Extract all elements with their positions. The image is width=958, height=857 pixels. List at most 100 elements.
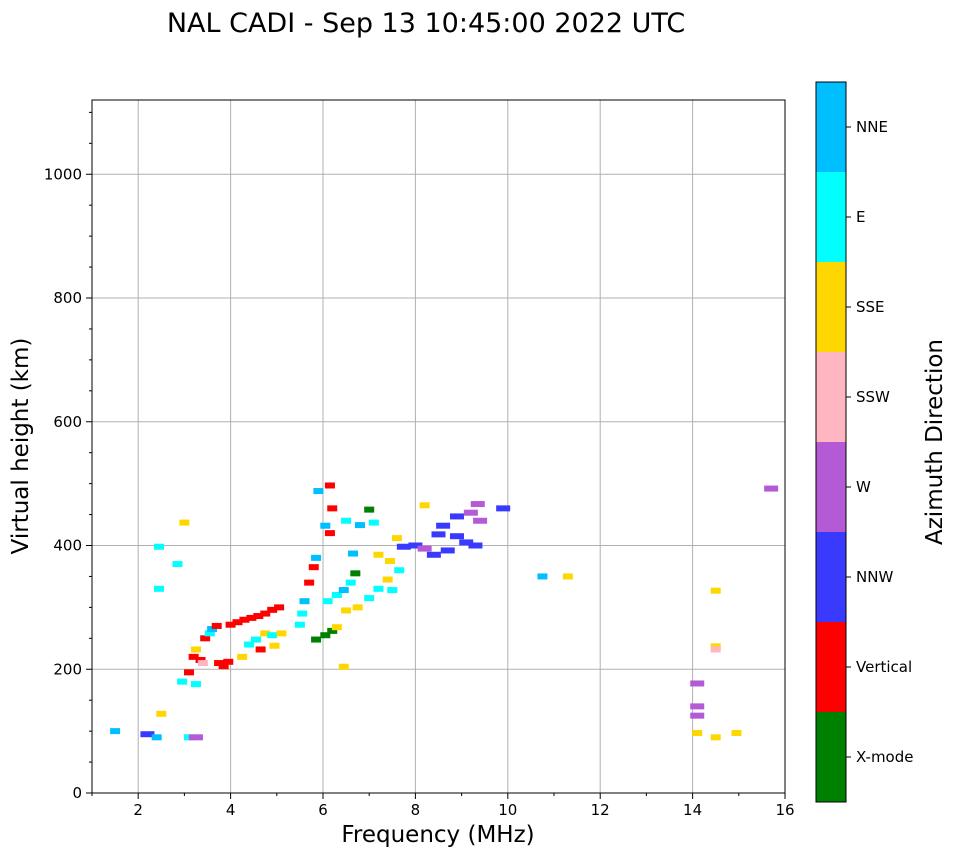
data-point [394, 567, 405, 574]
chart-title: NAL CADI - Sep 13 10:45:00 2022 UTC [167, 8, 685, 39]
data-point [200, 635, 211, 642]
colorbar: X-mode Vertical NNW W SSW SSE E NNE [815, 81, 913, 803]
data-point [417, 545, 432, 552]
data-point [431, 531, 446, 538]
data-point [253, 613, 264, 620]
colorbar-segment [816, 442, 846, 532]
data-point [468, 542, 483, 549]
data-point [207, 626, 218, 633]
data-point [348, 550, 359, 557]
y-axis: 0 200 400 600 800 1000 [44, 111, 92, 802]
x-tick-label: 12 [591, 801, 610, 819]
data-point [710, 734, 721, 741]
data-point [710, 643, 721, 650]
colorbar-segment [816, 712, 846, 802]
data-point [246, 614, 257, 621]
data-point [276, 630, 287, 637]
data-point [299, 598, 310, 605]
data-point [396, 543, 411, 550]
colorbar-tick-label: X-mode [856, 748, 913, 766]
data-point [364, 595, 375, 602]
data-point [179, 519, 190, 526]
x-tick-label: 6 [318, 801, 328, 819]
data-point [151, 734, 162, 741]
colorbar-segment [816, 352, 846, 442]
data-point [153, 585, 164, 592]
data-point [368, 519, 379, 526]
data-point [338, 587, 349, 594]
data-point [496, 505, 511, 512]
data-point [341, 607, 352, 614]
data-point [294, 621, 305, 628]
data-point [110, 728, 121, 735]
y-tick-label: 800 [53, 289, 82, 307]
data-point [449, 533, 464, 540]
data-point [419, 502, 430, 509]
colorbar-tick-label: SSE [856, 298, 885, 316]
data-point [204, 630, 215, 637]
plot-frame [91, 99, 786, 794]
data-point [188, 734, 203, 741]
data-point [232, 619, 243, 626]
data-point [260, 630, 271, 637]
data-point [274, 604, 285, 611]
data-point [177, 678, 188, 685]
data-point [172, 561, 183, 568]
data-point [449, 513, 464, 520]
data-point [331, 592, 342, 598]
data-point [338, 663, 349, 670]
data-point [692, 729, 703, 736]
x-tick-label: 2 [133, 801, 143, 819]
data-point [537, 573, 548, 580]
data-point [313, 488, 324, 495]
data-point [470, 501, 485, 508]
data-point [239, 616, 250, 623]
data-point [690, 703, 705, 710]
data-point [297, 610, 308, 617]
data-point [304, 579, 315, 586]
y-tick-label: 200 [53, 660, 82, 678]
data-point [562, 573, 573, 580]
y-axis-label: Virtual height (km) [8, 338, 34, 555]
data-point [731, 729, 742, 736]
data-point [223, 658, 234, 665]
data-point [350, 570, 361, 577]
data-point [473, 517, 488, 524]
data-point [244, 641, 255, 648]
y-tick-label: 600 [53, 413, 82, 431]
y-tick-label: 400 [53, 537, 82, 555]
data-point [327, 505, 338, 512]
grid-lines [92, 100, 786, 794]
data-point [384, 557, 395, 564]
data-point [327, 627, 338, 634]
data-point [764, 485, 779, 492]
y-tick-label: 0 [72, 784, 82, 802]
data-point [320, 522, 331, 529]
x-tick-label: 8 [411, 801, 421, 819]
data-point [463, 509, 478, 516]
data-point [352, 604, 363, 611]
data-point [197, 660, 208, 667]
data-point [373, 585, 384, 592]
data-point [690, 680, 705, 687]
colorbar-label: Azimuth Direction [922, 339, 948, 545]
data-point [459, 539, 474, 546]
data-point [237, 653, 248, 660]
data-point [225, 621, 236, 628]
data-point [320, 632, 331, 639]
data-point [153, 543, 164, 550]
data-point [436, 522, 451, 529]
data-point [382, 576, 393, 583]
data-point [331, 624, 342, 631]
colorbar-segment [816, 532, 846, 622]
data-point [308, 564, 319, 571]
colorbar-segment [816, 622, 846, 712]
data-point [156, 710, 167, 717]
data-point [710, 587, 721, 594]
data-point [354, 522, 365, 529]
x-axis: 2 4 6 8 10 12 14 16 [91, 793, 795, 819]
x-tick-label: 10 [498, 801, 517, 819]
data-point [311, 636, 322, 643]
data-point [214, 660, 225, 667]
